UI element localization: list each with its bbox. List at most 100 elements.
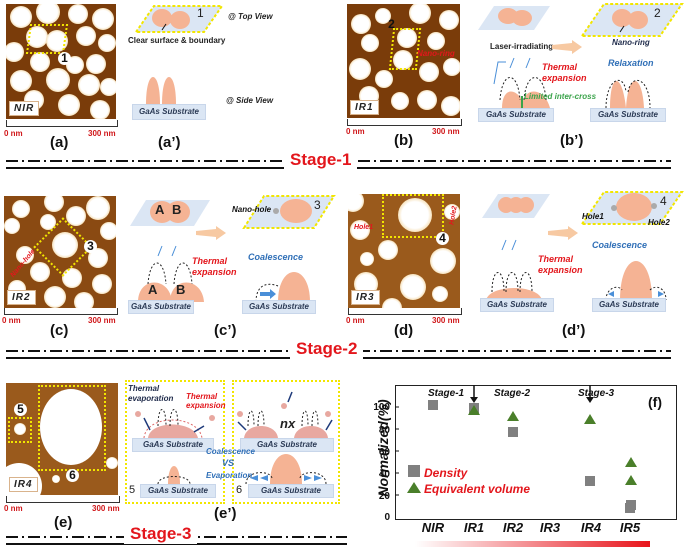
nano-ring-label: Nano-ring [612,38,650,47]
large-dot-side [245,454,327,485]
stage-2-title: Stage-2 [290,339,364,359]
thermal-evaporation-label: Thermal evaporation [128,384,174,403]
plate-nano-ring [580,3,684,37]
panel-label-e-prime: (e’) [214,505,237,522]
scale-end: 300 nm [92,504,120,513]
afm-image-ir4: 5 6 IR4 [6,383,118,495]
vs-label: VS [222,458,235,468]
ytick: 80 [378,425,390,436]
xtick: IR2 [502,520,524,535]
substrate: GaAs Substrate [128,300,194,314]
afm-image-ir1: 2 Nano-ring IR1 [347,4,460,118]
top-view-label: @ Top View [228,12,273,21]
top-view-plate [134,5,224,33]
legend-density: Density [424,466,468,480]
sample-tag: IR3 [351,290,380,305]
panel-label-d: (d) [394,322,414,339]
afm-image-ir2: 3 Nano-hole IR2 [4,196,116,308]
substrate: GaAs Substrate [242,300,316,314]
scale-bar [4,308,118,315]
plate-ab [130,200,210,226]
irradiation-gradient-bar [415,541,650,547]
substrate: GaAs Substrate [592,298,666,312]
panel-label-e: (e) [54,514,73,531]
coalescence-label: Coalescence [592,240,648,250]
side-view-holes [605,261,667,301]
stage-3-annotation: Stage-3 [578,388,615,399]
evaporation-left [135,409,215,439]
boundary-note: Clear surface & boundary [128,36,226,45]
scale-bar [6,496,120,503]
laser-label: Laser-irradiating [490,42,554,51]
scale-start: 0 nm [4,504,23,513]
dot-a-label: A [155,202,165,217]
arrow-right [196,226,226,240]
nx-label: nx [280,416,296,431]
limited-inter-cross-label: Limited inter-cross [524,92,597,101]
side-view-triple [486,239,542,300]
panel-label-d-prime: (d’) [562,322,586,339]
coalescence-label: Coalescence [206,447,255,456]
process-box-5 [125,380,225,504]
highlight-box-6 [38,385,106,471]
scale-bar [347,119,462,126]
substrate: GaAs Substrate [132,104,206,120]
substrate: GaAs Substrate [480,298,554,312]
scale-start: 0 nm [346,316,365,325]
side-view-dots [146,77,176,104]
marker-1: 1 [58,52,71,65]
hole1-label: Hole1 [582,212,604,221]
xtick: IR4 [580,520,602,535]
ytick: 60 [378,447,390,458]
hole2-label: Hole2 [448,205,459,226]
scale-bar [6,120,118,127]
ytick: 40 [378,469,390,480]
sample-tag: IR1 [350,100,379,115]
scale-bar [348,308,462,315]
coalescence-label: Coalescence [248,252,304,262]
panel-label-c-prime: (c’) [214,322,237,339]
sample-tag: NIR [9,101,40,116]
panel-label-b: (b) [394,132,414,149]
side-view-label: @ Side View [226,96,274,105]
stage-1-annotation: Stage-1 [428,388,465,399]
marker-3: 3 [84,240,97,253]
side-view-ab [138,245,204,302]
chart-panel-label: (f) [648,394,662,410]
ytick: 100 [373,402,390,413]
thermal-expansion-label: Thermal expansion [542,62,587,83]
marker-1-schematic: 1 [197,6,204,20]
substrate: GaAs Substrate [140,484,216,498]
evaporation-right [237,391,333,438]
chart-plot [395,385,637,513]
hole1-label: Hole1 [354,224,374,231]
highlight-box [382,194,444,238]
panel-label-a: (a) [50,134,69,151]
thermal-expansion-label: Thermal expansion [186,392,226,410]
stage-3-title: Stage-3 [124,524,198,544]
thermal-expansion-label: Thermal expansion [192,256,237,277]
arrow-right [548,226,578,240]
plate-before [478,6,550,30]
hole2-label: Hole2 [648,218,670,227]
scale-end: 300 nm [432,316,460,325]
scale-start: 0 nm [2,316,21,325]
dot-a-side: A [148,282,158,297]
highlight-box [25,24,69,54]
substrate: GaAs Substrate [478,108,554,122]
stage-1-title: Stage-1 [284,150,358,170]
substrate: GaAs Substrate [240,438,334,452]
marker-2: 2 [388,17,395,31]
marker-4: 4 [436,232,449,245]
stage-2-annotation: Stage-2 [494,388,531,399]
sample-tag: IR2 [7,290,36,305]
highlight-box-5 [8,417,32,443]
panel-label-b-prime: (b’) [560,132,584,149]
marker-3-schematic: 3 [314,198,321,212]
panel-label-a-prime: (a’) [158,134,181,151]
marker-5-schematic: 5 [129,484,136,496]
dot-b-label: B [172,202,182,217]
afm-image-nir: 1 NIR [6,4,116,119]
side-view-relaxed [605,80,651,109]
evaporation-label: Evaporation [206,471,253,480]
